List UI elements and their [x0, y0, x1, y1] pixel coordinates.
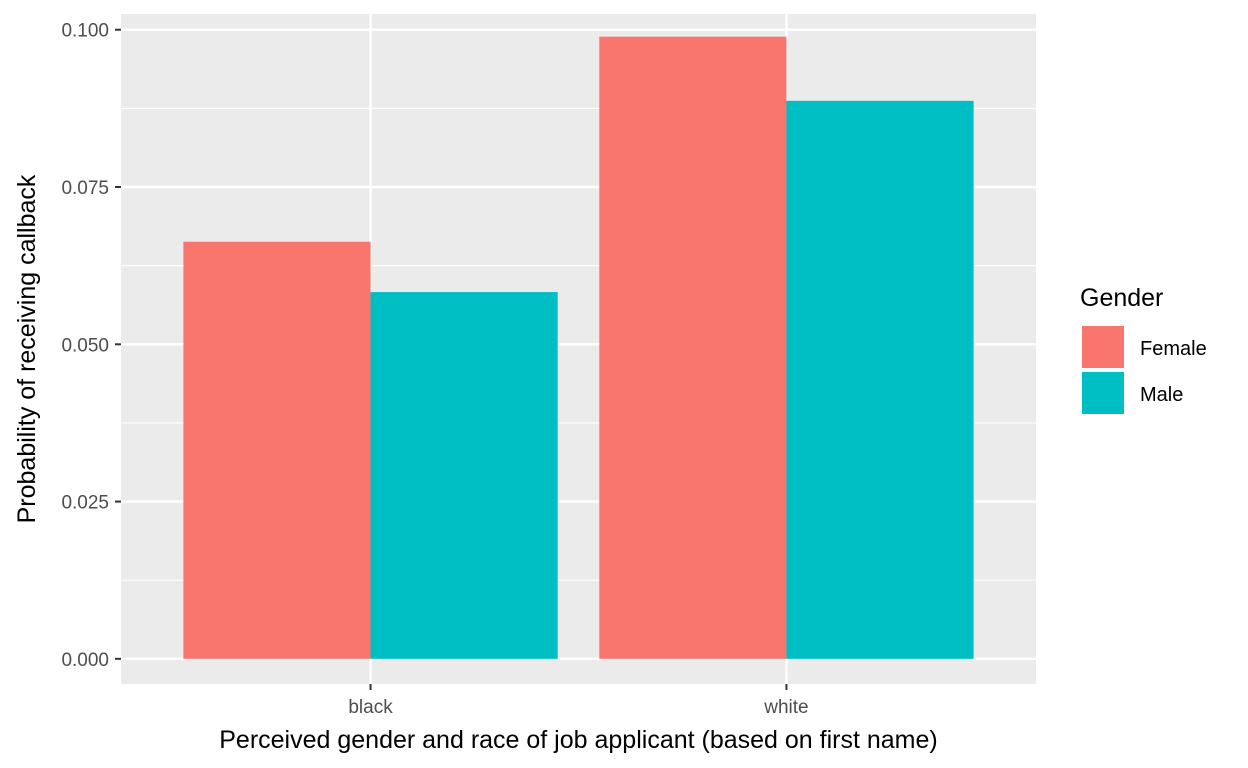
- y-tick-label: 0.100: [61, 21, 109, 42]
- x-axis-title: Perceived gender and race of job applica…: [219, 726, 937, 754]
- legend: Gender Female Male: [1080, 284, 1207, 414]
- legend-key-female: [1082, 326, 1124, 368]
- x-tick-label-white: white: [763, 697, 808, 718]
- x-tick-label-black: black: [348, 697, 393, 718]
- y-axis: 0.000 0.025 0.050 0.075 0.100: [61, 21, 121, 671]
- legend-label-female: Female: [1140, 338, 1207, 360]
- bar-male-black: [370, 292, 558, 659]
- bar-female-black: [183, 241, 371, 659]
- bar-female-white: [599, 36, 787, 659]
- y-tick-label: 0.075: [61, 178, 109, 199]
- y-tick-label: 0.050: [61, 335, 109, 356]
- bars-group: [183, 36, 974, 659]
- legend-key-male: [1082, 372, 1124, 414]
- legend-label-male: Male: [1140, 384, 1183, 406]
- x-axis: black white: [348, 684, 809, 718]
- y-tick-label: 0.025: [61, 493, 109, 514]
- bar-male-white: [786, 100, 974, 659]
- legend-title: Gender: [1080, 284, 1163, 312]
- y-axis-title: Probability of receiving callback: [13, 174, 41, 523]
- y-tick-label: 0.000: [61, 650, 109, 671]
